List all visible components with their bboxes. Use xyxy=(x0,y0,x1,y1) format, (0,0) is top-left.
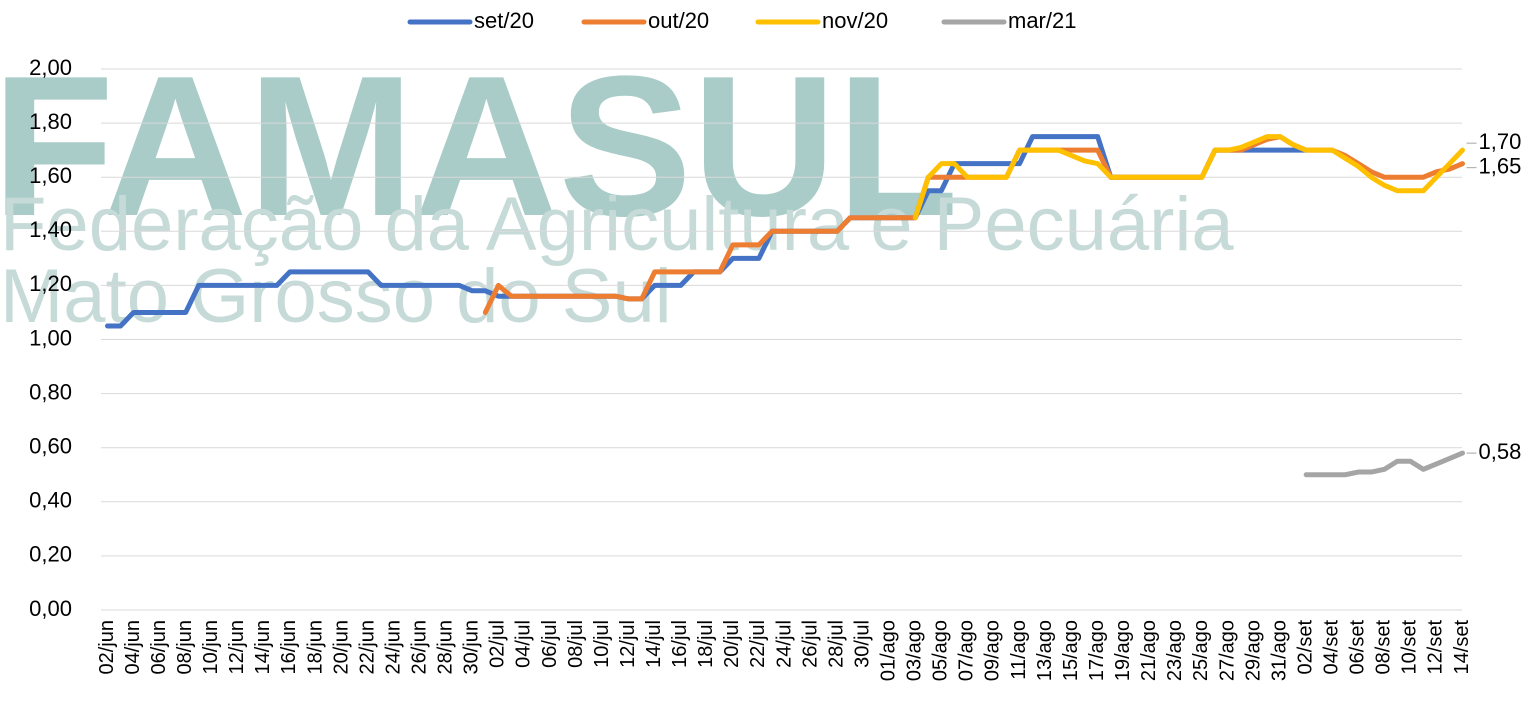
x-tick-label: 06/jun xyxy=(148,620,170,675)
x-tick-label: 14/set xyxy=(1451,620,1473,675)
x-tick-label: 12/jun xyxy=(226,620,248,675)
x-tick-label: 25/ago xyxy=(1190,620,1212,681)
x-tick-label: 18/jul xyxy=(695,620,717,668)
y-tick-label: 1,00 xyxy=(29,325,72,350)
legend-label: mar/21 xyxy=(1008,8,1076,33)
series-line xyxy=(912,134,1465,221)
watermark-line: Federação da Agricultura e Pecuária xyxy=(0,182,1234,267)
x-tick-label: 24/jul xyxy=(773,620,795,668)
x-tick-label: 19/ago xyxy=(1112,620,1134,681)
y-tick-label: 1,80 xyxy=(29,109,72,134)
x-tick-label: 02/jun xyxy=(96,620,118,675)
x-tick-label: 10/jun xyxy=(200,620,222,675)
x-tick-label: 15/ago xyxy=(1060,620,1082,681)
legend-label: out/20 xyxy=(648,8,709,33)
x-tick-label: 28/jul xyxy=(825,620,847,668)
y-tick-label: 1,20 xyxy=(29,271,72,296)
x-tick-label: 04/jun xyxy=(122,620,144,675)
x-tick-label: 22/jun xyxy=(356,620,378,675)
x-tick-label: 08/set xyxy=(1373,620,1395,675)
x-tick-label: 02/set xyxy=(1294,620,1316,675)
x-tick-label: 10/jul xyxy=(591,620,613,668)
x-tick-label: 27/ago xyxy=(1216,620,1238,681)
x-tick-label: 13/ago xyxy=(1034,620,1056,681)
y-tick-label: 0,80 xyxy=(29,379,72,404)
x-tick-label: 20/jun xyxy=(330,620,352,675)
x-tick-label: 29/ago xyxy=(1242,620,1264,681)
x-tick-label: 06/set xyxy=(1347,620,1369,675)
x-tick-label: 30/jun xyxy=(461,620,483,675)
series-line xyxy=(1303,450,1465,478)
x-tick-label: 10/set xyxy=(1399,620,1421,675)
y-tick-label: 0,40 xyxy=(29,488,72,513)
x-tick-label: 21/ago xyxy=(1138,620,1160,681)
x-tick-label: 16/jul xyxy=(669,620,691,668)
x-tick-label: 09/ago xyxy=(982,620,1004,681)
x-tick-label: 26/jun xyxy=(408,620,430,675)
data-label: 1,70 xyxy=(1478,129,1521,154)
x-tick-label: 12/jul xyxy=(617,620,639,668)
x-tick-label: 03/ago xyxy=(904,620,926,681)
x-tick-label: 17/ago xyxy=(1086,620,1108,681)
y-tick-label: 2,00 xyxy=(29,55,72,80)
x-tick-label: 20/jul xyxy=(721,620,743,668)
y-tick-label: 0,00 xyxy=(29,596,72,621)
x-tick-label: 18/jun xyxy=(304,620,326,675)
x-tick-label: 08/jul xyxy=(565,620,587,668)
x-tick-label: 02/jul xyxy=(487,620,509,668)
x-tick-label: 24/jun xyxy=(382,620,404,675)
legend-label: nov/20 xyxy=(822,8,888,33)
x-tick-label: 22/jul xyxy=(747,620,769,668)
data-label: 0,58 xyxy=(1478,439,1521,464)
x-tick-label: 14/jun xyxy=(252,620,274,675)
x-tick-label: 11/ago xyxy=(1008,620,1030,680)
x-tick-label: 23/ago xyxy=(1164,620,1186,681)
x-tick-label: 30/jul xyxy=(851,620,873,668)
x-tick-label: 05/ago xyxy=(930,620,952,681)
y-tick-label: 1,60 xyxy=(29,163,72,188)
x-tick-label: 14/jul xyxy=(643,620,665,668)
x-tick-label: 08/jun xyxy=(174,620,196,675)
x-tick-label: 04/set xyxy=(1320,620,1342,675)
legend-label: set/20 xyxy=(474,8,534,33)
x-tick-label: 07/ago xyxy=(956,620,978,681)
data-label: 1,65 xyxy=(1478,153,1521,178)
y-tick-label: 0,20 xyxy=(29,542,72,567)
x-tick-label: 31/ago xyxy=(1268,620,1290,681)
x-tick-label: 06/jul xyxy=(539,620,561,668)
y-tick-label: 0,60 xyxy=(29,434,72,459)
y-tick-label: 1,40 xyxy=(29,217,72,242)
watermark-title: FAMASUL xyxy=(0,35,959,258)
x-tick-label: 01/ago xyxy=(878,620,900,681)
x-tick-label: 16/jun xyxy=(278,620,300,675)
x-tick-label: 04/jul xyxy=(513,620,535,668)
x-tick-label: 12/set xyxy=(1425,620,1447,675)
x-tick-label: 28/jun xyxy=(435,620,457,675)
x-tick-label: 26/jul xyxy=(799,620,821,668)
